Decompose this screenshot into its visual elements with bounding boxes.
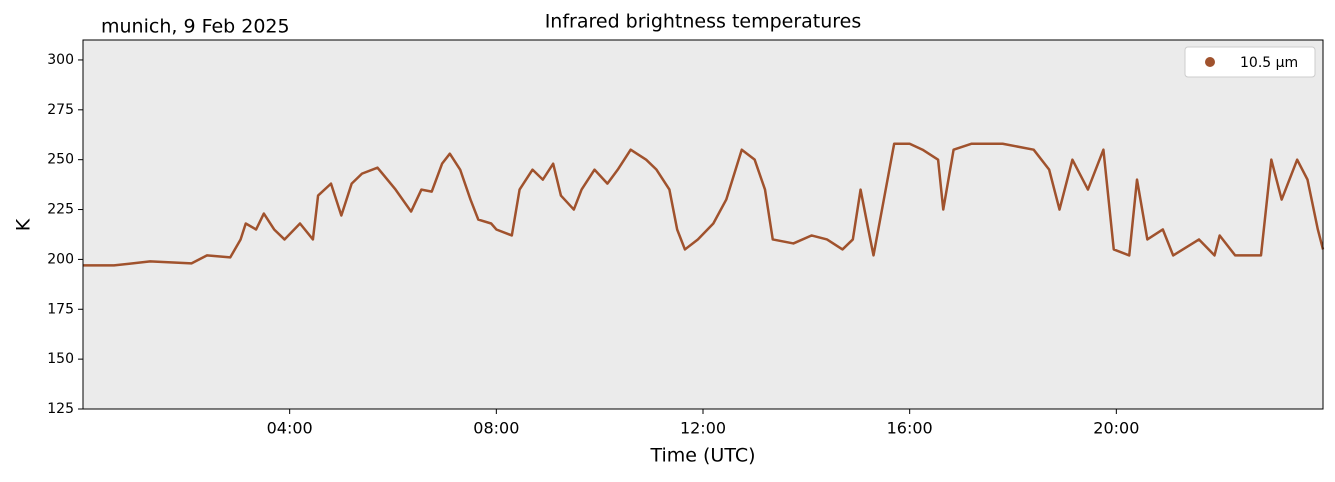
x-tick-label: 08:00 (473, 419, 519, 438)
x-tick-label: 16:00 (887, 419, 933, 438)
legend-label: 10.5 µm (1240, 55, 1298, 71)
annotation: munich, 9 Feb 2025 (101, 16, 290, 38)
y-tick-label: 225 (47, 202, 74, 218)
x-axis-label: Time (UTC) (649, 445, 755, 467)
x-tick-label: 12:00 (680, 419, 726, 438)
y-tick-label: 125 (47, 401, 74, 417)
y-tick-label: 275 (47, 102, 74, 118)
legend-marker (1205, 57, 1215, 67)
legend-box (1184, 46, 1316, 78)
y-axis-label: K (13, 218, 35, 231)
data-line (83, 142, 1325, 267)
y-tick-label: 150 (47, 351, 74, 367)
plot-frame (82, 39, 1324, 410)
y-tick-label: 200 (47, 251, 74, 267)
y-tick-label: 300 (47, 52, 74, 68)
x-tick-label: 20:00 (1093, 419, 1139, 438)
x-tick-label: 04:00 (267, 419, 313, 438)
chart-title: Infrared brightness temperatures (545, 11, 862, 33)
y-tick-label: 250 (47, 152, 74, 168)
plot-area (83, 40, 1323, 409)
y-tick-label: 175 (47, 301, 74, 317)
